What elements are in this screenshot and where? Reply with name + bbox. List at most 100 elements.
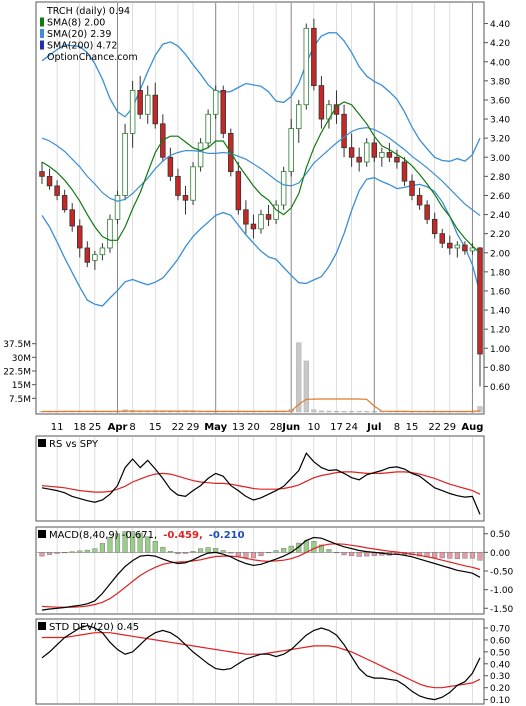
macd-hist-bar-positive xyxy=(137,532,143,553)
candle-up xyxy=(205,113,211,144)
volume-bar xyxy=(326,410,332,413)
macd-hist-bar-negative xyxy=(47,552,53,555)
macd-hist-bar-negative xyxy=(417,552,423,557)
macd-hist-bar-negative xyxy=(447,552,453,559)
volume-axis-ticks: 37.5M 30M 22.5M 15M 7.5M xyxy=(3,340,36,405)
macd-hist-bar-negative xyxy=(333,552,340,554)
candle-up xyxy=(296,104,302,129)
volume-bar xyxy=(296,342,302,413)
legend-swatch xyxy=(40,40,44,50)
macd-hist-bar-negative xyxy=(228,552,234,554)
price-tick-label: 1.80 xyxy=(490,268,510,278)
date-label: 18 xyxy=(73,422,86,433)
candle-up xyxy=(469,247,476,252)
macd-hist-bar-negative xyxy=(462,552,468,559)
volume-tick-label: 37.5M xyxy=(3,340,31,350)
moving-averages xyxy=(41,101,481,254)
price-tick-label: 0.60 xyxy=(490,383,510,393)
macd-hist-bar-positive xyxy=(160,546,166,553)
candle-down xyxy=(431,218,438,235)
volume-tick-label: 30M xyxy=(12,354,31,364)
date-label: 8 xyxy=(394,422,400,433)
date-label: 8 xyxy=(129,422,135,433)
macd-signal-line xyxy=(41,543,481,608)
macd-tick-label: -0.50 xyxy=(490,568,514,578)
std-tick-label: 0.10 xyxy=(490,696,510,706)
macd-hist-bar-negative xyxy=(356,552,362,557)
date-label: May xyxy=(204,422,227,433)
date-label: 22 xyxy=(172,422,185,433)
legend-entry: SMA(200) 4.72 xyxy=(47,41,117,52)
macd-hist-bar-negative xyxy=(175,552,181,555)
volume-bar xyxy=(356,411,362,413)
candle-down xyxy=(250,223,257,230)
date-label: 29 xyxy=(443,422,456,433)
macd-tick-label: -1.00 xyxy=(490,586,514,596)
legend-entry: TRCH (daily) 0.94 xyxy=(46,6,130,17)
macd-hist-bar-positive xyxy=(145,536,151,553)
macd-hist-bar-positive xyxy=(107,537,113,553)
std-swatch xyxy=(38,622,46,630)
macd-hist-bar-positive xyxy=(273,550,279,553)
volume-tick-label: 7.5M xyxy=(9,395,31,405)
date-label: Aug xyxy=(461,422,483,433)
candle-up xyxy=(303,27,310,106)
macd-hist-bar-negative xyxy=(477,552,483,561)
price-tick-label: 1.40 xyxy=(490,307,510,317)
candle-up xyxy=(379,152,385,158)
date-label: 15 xyxy=(149,422,162,433)
date-label: 10 xyxy=(307,422,320,433)
candle-down xyxy=(69,209,75,227)
legend-swatch xyxy=(40,29,44,38)
macd-hist-bar-negative xyxy=(62,552,68,554)
macd-axis-ticks: 0.50 0.00 -0.50 -1.00 -1.50 xyxy=(484,530,514,615)
std-lines xyxy=(41,624,481,701)
price-tick-label: 0.80 xyxy=(490,364,510,374)
std-tick-label: 0.70 xyxy=(490,624,510,634)
price-tick-label: 3.20 xyxy=(490,135,510,145)
candle-up xyxy=(363,142,370,163)
candle-up xyxy=(212,90,219,115)
date-label: 20 xyxy=(247,422,260,433)
macd-hist-bar-positive xyxy=(99,543,105,553)
macd-hist-bar-negative xyxy=(341,552,347,556)
price-tick-label: 4.40 xyxy=(490,20,510,30)
upper-band xyxy=(41,32,481,162)
candle-down xyxy=(439,233,445,244)
volume-bar xyxy=(333,411,340,413)
candle-up xyxy=(99,247,106,256)
candle-down xyxy=(182,195,189,201)
macd-hist-bar-negative xyxy=(182,552,189,554)
std-tick-label: 0.50 xyxy=(490,648,510,658)
candle-down xyxy=(386,152,393,158)
macd-hist-bar-negative xyxy=(349,552,355,556)
price-tick-label: 2.20 xyxy=(490,230,510,240)
candle-up xyxy=(280,171,287,206)
macd-hist-bar-positive xyxy=(122,531,128,553)
macd-hist-bar-positive xyxy=(84,549,90,553)
price-tick-label: 3.80 xyxy=(490,77,510,87)
candle-down xyxy=(235,171,242,211)
candle-down xyxy=(243,209,249,225)
candle-down xyxy=(137,90,143,115)
candle-down xyxy=(54,185,60,196)
candle-down xyxy=(311,27,317,87)
macd-hist-bar-positive xyxy=(296,542,302,553)
rs-grid xyxy=(56,437,473,520)
date-label: 25 xyxy=(88,422,101,433)
volume-tick-label: 15M xyxy=(12,381,31,391)
volume-bar xyxy=(477,406,483,413)
date-label: 24 xyxy=(345,422,358,433)
std-grid xyxy=(56,620,473,703)
candle-down xyxy=(46,175,53,187)
candle-up xyxy=(273,204,279,220)
price-tick-label: 2.60 xyxy=(490,192,510,202)
macd-hist-bar-negative xyxy=(258,552,264,556)
price-tick-label: 4.00 xyxy=(490,58,510,68)
std-tick-label: 0.40 xyxy=(490,660,510,670)
candle-down xyxy=(152,94,159,125)
candle-up xyxy=(122,132,128,196)
rs-lines xyxy=(41,452,481,515)
